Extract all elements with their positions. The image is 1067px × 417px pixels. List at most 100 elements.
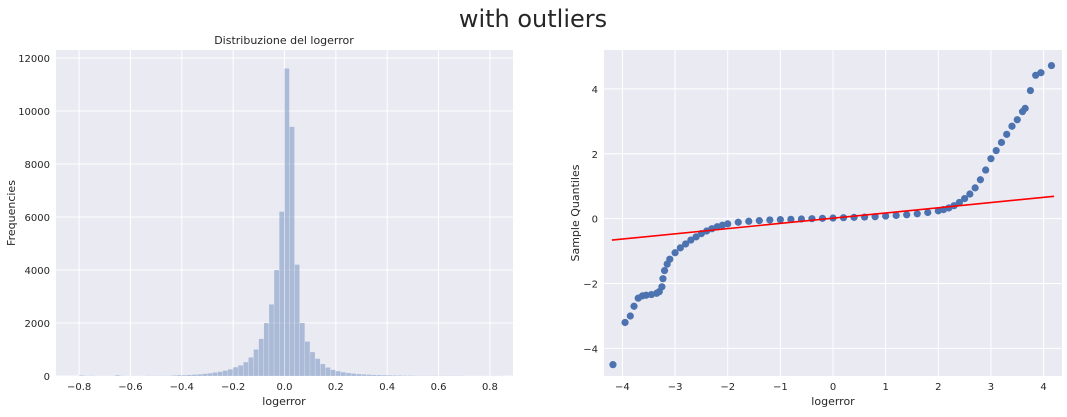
qq-point — [850, 214, 857, 221]
histogram-bar — [192, 375, 197, 376]
x-tick-label: 0.4 — [379, 382, 395, 393]
qq-point — [724, 220, 731, 227]
qq-point — [745, 218, 752, 225]
x-tick-label: 2 — [935, 382, 941, 393]
qq-point — [666, 256, 673, 263]
qq-point — [630, 303, 637, 310]
histogram-bar — [264, 323, 269, 376]
histogram-bar — [274, 270, 279, 376]
y-tick-label: 4000 — [25, 266, 50, 277]
x-tick-label: 0.8 — [482, 382, 498, 393]
qq-point — [627, 312, 634, 319]
histogram-bar — [249, 357, 254, 376]
x-tick-label: −0.4 — [170, 382, 194, 393]
histogram-bar — [397, 375, 402, 376]
qq-point — [972, 184, 979, 191]
histogram-bar — [223, 371, 228, 376]
histogram-bar — [377, 375, 382, 376]
histogram-title: Distribuzione del logerror — [214, 34, 354, 47]
y-tick-label: 2000 — [25, 319, 50, 330]
qq-point — [987, 155, 994, 162]
qq-point — [658, 283, 665, 290]
x-tick-label: 0.0 — [277, 382, 293, 393]
qq-point — [982, 166, 989, 173]
histogram-bar — [269, 304, 274, 376]
histogram-bar — [202, 374, 207, 376]
qq-point — [1008, 123, 1015, 130]
histogram-axes: −0.8 −0.6 −0.4 −0.2 0.0 0.2 0.4 0.6 0.8 0 2000 400… — [5, 34, 513, 408]
histogram-bar — [367, 375, 372, 376]
histogram-bar — [320, 364, 325, 376]
histogram-bar — [336, 371, 341, 376]
histogram-bar — [197, 374, 202, 376]
histogram-bar — [238, 365, 243, 376]
histogram-bar — [172, 375, 177, 376]
figure-suptitle: with outliers — [459, 5, 607, 33]
histogram-bar — [356, 374, 361, 376]
y-tick-label: 6000 — [25, 213, 50, 224]
histogram-bar — [351, 374, 356, 376]
x-tick-label: −4 — [615, 382, 630, 393]
y-tick-label: −2 — [583, 280, 598, 291]
qq-y-label: Sample Quantiles — [569, 164, 582, 261]
qq-point — [777, 216, 784, 223]
x-tick-label: −2 — [720, 382, 735, 393]
histogram-bar — [326, 368, 331, 376]
histogram-bar — [290, 127, 295, 376]
x-tick-label: −0.8 — [67, 382, 91, 393]
y-tick-label: 0 — [44, 372, 50, 383]
y-tick-label: 12000 — [18, 54, 50, 65]
histogram-x-label: logerror — [262, 395, 306, 408]
histogram-bar — [279, 212, 284, 376]
histogram-bar — [346, 373, 351, 376]
y-tick-label: −4 — [583, 344, 598, 355]
histogram-bar — [295, 265, 300, 376]
qq-point — [1048, 62, 1055, 69]
histogram-bar — [233, 367, 238, 376]
histogram-bar — [305, 342, 310, 376]
x-tick-label: 1 — [882, 382, 888, 393]
histogram-bar — [254, 349, 259, 376]
x-tick-label: 0.2 — [328, 382, 344, 393]
qq-point — [993, 147, 1000, 154]
histogram-bar — [372, 375, 377, 376]
qq-point — [661, 267, 668, 274]
qq-point — [659, 275, 666, 282]
qq-point — [671, 249, 678, 256]
histogram-bar — [115, 375, 120, 376]
histogram-bar — [259, 339, 264, 376]
histogram-bar — [382, 375, 387, 376]
histogram-bar — [218, 372, 223, 376]
histogram-bar — [362, 374, 367, 376]
qq-point — [1022, 105, 1029, 112]
histogram-bar — [182, 375, 187, 376]
qq-point — [977, 176, 984, 183]
qq-point — [998, 139, 1005, 146]
histogram-bar — [310, 352, 315, 376]
qq-point — [1027, 87, 1034, 94]
histogram-bar — [315, 359, 320, 376]
qq-x-label: logerror — [811, 395, 855, 408]
histogram-bar — [300, 323, 305, 376]
qq-point — [621, 319, 628, 326]
x-tick-label: −0.2 — [221, 382, 245, 393]
y-tick-label: 4 — [592, 85, 598, 96]
qq-point — [1003, 131, 1010, 138]
y-tick-label: 0 — [592, 215, 598, 226]
histogram-bar — [213, 373, 218, 376]
qq-point — [735, 219, 742, 226]
x-tick-label: −1 — [773, 382, 788, 393]
histogram-bar — [177, 375, 182, 376]
histogram-bar — [285, 69, 290, 376]
histogram-bar — [331, 370, 336, 376]
x-tick-label: −0.6 — [118, 382, 142, 393]
qq-point — [766, 216, 773, 223]
x-tick-label: 3 — [988, 382, 994, 393]
x-tick-label: 0.6 — [431, 382, 447, 393]
histogram-bar — [243, 362, 248, 376]
histogram-bar — [79, 375, 84, 376]
